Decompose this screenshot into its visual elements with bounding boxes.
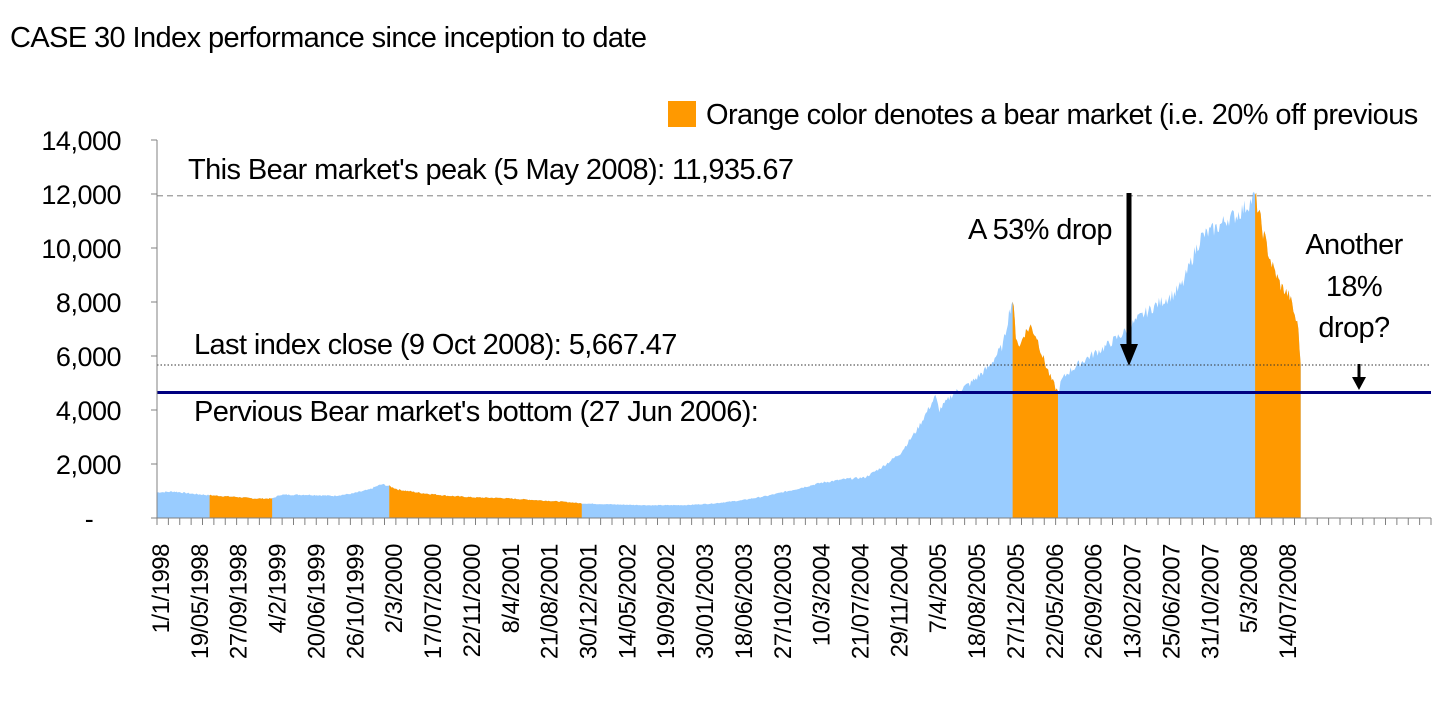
x-tick-label: 22/11/2000 bbox=[459, 544, 486, 657]
x-tick-label: 8/4/2001 bbox=[498, 544, 525, 634]
bear-market-area-4 bbox=[1255, 192, 1301, 518]
x-tick-label: 27/12/2005 bbox=[1003, 544, 1030, 659]
x-tick-label: 14/05/2002 bbox=[614, 544, 641, 659]
legend-label: Orange color denotes a bear market (i.e.… bbox=[706, 99, 1418, 131]
peak-reference-label: This Bear market's peak (5 May 2008): 11… bbox=[188, 154, 793, 186]
x-tick-label: 17/07/2000 bbox=[420, 544, 447, 659]
x-tick-label: 19/09/2002 bbox=[653, 544, 680, 659]
y-tick-label: 2,000 bbox=[56, 450, 121, 480]
x-tick-label: 2/3/2000 bbox=[381, 544, 408, 634]
drop-arrow-head bbox=[1120, 344, 1138, 366]
drop-question-annotation: drop? bbox=[1318, 312, 1390, 344]
x-tick-label: 20/06/1999 bbox=[303, 544, 330, 659]
bear-market-area-3 bbox=[1012, 301, 1058, 518]
x-tick-label: 13/02/2007 bbox=[1120, 544, 1147, 659]
drop-annotation: A 53% drop bbox=[968, 214, 1112, 246]
x-tick-label: 25/06/2007 bbox=[1158, 544, 1185, 659]
eighteen-percent-annotation: 18% bbox=[1326, 271, 1382, 303]
x-axis-labels: 1/1/1998 19/05/1998 27/09/1998 4/2/1999 20/0… bbox=[148, 544, 1302, 659]
x-tick-label: 27/09/1998 bbox=[226, 544, 253, 659]
x-tick-label: 18/06/2003 bbox=[731, 544, 758, 659]
another-drop-arrow-head bbox=[1352, 377, 1366, 390]
legend-swatch bbox=[668, 101, 696, 127]
x-tick-label: 26/09/2006 bbox=[1081, 544, 1108, 659]
x-tick-label: 21/07/2004 bbox=[848, 544, 875, 659]
x-tick-label: 5/3/2008 bbox=[1236, 544, 1263, 634]
x-tick-label: 4/2/1999 bbox=[265, 544, 292, 634]
last-close-reference-label: Last index close (9 Oct 2008): 5,667.47 bbox=[194, 329, 677, 361]
x-tick-label: 7/4/2005 bbox=[925, 544, 952, 634]
x-tick-label: 19/05/1998 bbox=[187, 544, 214, 659]
bear-market-regions bbox=[209, 192, 1301, 518]
chart-title: CASE 30 Index performance since inceptio… bbox=[10, 22, 647, 54]
bear-market-area-2 bbox=[389, 485, 582, 518]
x-tick-label: 30/01/2003 bbox=[692, 544, 719, 659]
y-tick-label: 6,000 bbox=[56, 342, 121, 372]
y-tick-label: 12,000 bbox=[41, 180, 121, 210]
x-tick-label: 26/10/1999 bbox=[342, 544, 369, 659]
y-tick-label: 8,000 bbox=[56, 288, 121, 318]
x-tick-label: 31/10/2007 bbox=[1197, 544, 1224, 659]
x-tick-label: 29/11/2004 bbox=[886, 544, 913, 657]
y-tick-label: 14,000 bbox=[41, 126, 121, 156]
y-tick-label: 4,000 bbox=[56, 396, 121, 426]
previous-bottom-reference-label: Pervious Bear market's bottom (27 Jun 20… bbox=[194, 396, 758, 428]
x-tick-label: 30/12/2001 bbox=[576, 544, 603, 659]
y-tick-label: - bbox=[85, 504, 94, 534]
another-annotation: Another bbox=[1305, 229, 1403, 261]
bear-market-area-1 bbox=[209, 494, 273, 518]
x-axis-minor-ticks bbox=[156, 518, 1432, 525]
x-tick-label: 14/07/2008 bbox=[1275, 544, 1302, 659]
x-tick-label: 27/10/2003 bbox=[770, 544, 797, 659]
y-axis: - 2,000 4,000 6,000 8,000 10,000 12,000 14,000 bbox=[41, 126, 157, 534]
x-tick-label: 22/05/2006 bbox=[1042, 544, 1069, 659]
x-tick-label: 21/08/2001 bbox=[537, 544, 564, 659]
y-tick-label: 10,000 bbox=[41, 234, 121, 264]
x-tick-label: 18/08/2005 bbox=[964, 544, 991, 659]
x-tick-label: 1/1/1998 bbox=[148, 544, 175, 634]
x-tick-label: 10/3/2004 bbox=[809, 544, 836, 646]
